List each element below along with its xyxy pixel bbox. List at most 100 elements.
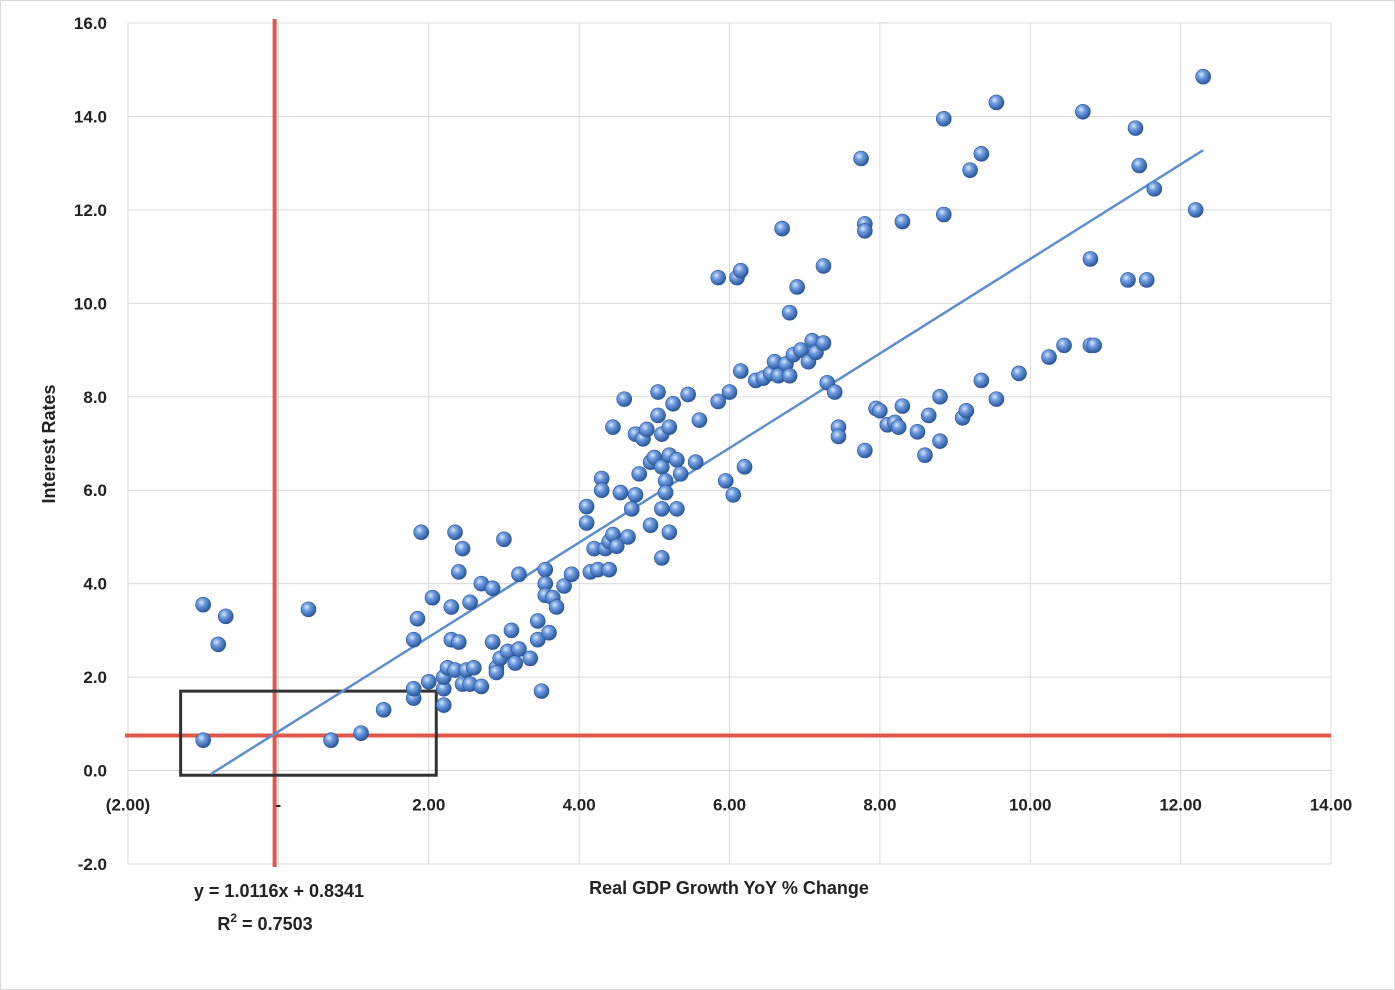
data-point [669, 501, 685, 517]
data-point [962, 162, 978, 178]
tick-labels: (2.00) - 2.00 4.00 6.00 8.00 10.00 12.00 14.00 -2… [74, 14, 1352, 874]
data-point [661, 524, 678, 541]
data-point [1187, 202, 1204, 218]
data-point [435, 697, 452, 713]
data-point [556, 578, 572, 594]
data-point [774, 220, 790, 237]
data-point [443, 599, 460, 615]
y-tick-label: 12.0 [74, 201, 107, 220]
data-point [405, 680, 422, 697]
data-point [781, 367, 798, 384]
x-tick-label: 4.00 [563, 796, 596, 815]
data-point [466, 659, 482, 676]
data-point [563, 566, 580, 583]
data-point [511, 641, 527, 657]
data-point [857, 442, 873, 459]
data-point [605, 419, 621, 435]
data-point [195, 596, 211, 613]
data-point [789, 279, 805, 295]
y-axis-title: Interest Rates [39, 384, 59, 503]
x-tick-label: (2.00) [106, 796, 150, 815]
trendline-equation: y = 1.0116x + 0.8341 [194, 881, 364, 901]
y-tick-label: 6.0 [83, 481, 107, 500]
data-point [872, 402, 888, 419]
data-point [405, 631, 422, 648]
data-point [932, 433, 948, 449]
data-point [541, 624, 557, 641]
y-tick-label: 0.0 [83, 762, 107, 781]
data-point [935, 110, 952, 127]
x-tick-label: 12.00 [1159, 796, 1202, 815]
data-point [894, 213, 911, 230]
data-point [473, 678, 490, 695]
data-point [732, 262, 749, 279]
x-tick-label: 6.00 [713, 796, 746, 815]
y-tick-label: 8.0 [83, 388, 107, 407]
data-point [593, 482, 610, 499]
data-points [195, 68, 1211, 748]
data-point [1138, 272, 1155, 288]
data-point [958, 402, 975, 419]
data-point [210, 636, 227, 653]
trendline-layer [210, 149, 1204, 776]
data-point [496, 531, 512, 548]
data-point [612, 484, 629, 501]
data-point [1011, 365, 1027, 382]
x-tick-label: - [276, 796, 282, 815]
data-point [451, 634, 467, 650]
data-point [654, 550, 670, 566]
data-point [300, 601, 317, 618]
data-point [533, 683, 550, 699]
data-point [353, 725, 369, 741]
data-point [665, 395, 681, 412]
data-point [657, 484, 674, 501]
data-point [424, 589, 441, 606]
data-point [537, 561, 554, 578]
data-point [920, 407, 937, 424]
data-point [1131, 157, 1148, 174]
r-squared-value: = 0.7503 [237, 914, 313, 934]
data-point [503, 622, 520, 639]
data-point [1041, 349, 1057, 365]
data-point [793, 342, 809, 358]
data-point [548, 599, 565, 615]
data-point [650, 407, 666, 424]
data-point [826, 384, 843, 400]
data-point [484, 634, 501, 650]
y-tick-label: 16.0 [74, 14, 107, 33]
highlight-box [179, 689, 438, 777]
data-point [857, 223, 873, 239]
data-point [578, 515, 595, 531]
data-point [451, 564, 467, 580]
data-point [988, 391, 1005, 407]
data-point [511, 566, 527, 583]
data-point [672, 466, 689, 482]
data-point [935, 206, 952, 223]
x-tick-label: 10.00 [1009, 796, 1052, 815]
data-point [909, 424, 926, 440]
data-point [932, 388, 948, 405]
data-point [725, 487, 742, 503]
data-point [1120, 272, 1136, 288]
data-point [650, 384, 666, 400]
data-point [687, 454, 704, 470]
data-point [1082, 251, 1099, 267]
data-point [917, 447, 933, 463]
trendline [210, 149, 1204, 776]
x-tick-label: 8.00 [863, 796, 896, 815]
data-point [815, 258, 832, 274]
r-squared-exponent: 2 [230, 911, 237, 925]
x-axis-title: Real GDP Growth YoY % Change [589, 878, 869, 898]
data-point [578, 498, 595, 515]
x-tick-label: 14.00 [1310, 796, 1353, 815]
x-tick-label: 2.00 [412, 796, 445, 815]
y-tick-label: -2.0 [78, 855, 107, 874]
data-point [195, 732, 211, 748]
reference-lines [125, 19, 1331, 867]
data-point [529, 613, 546, 629]
r-squared-prefix: R [217, 914, 230, 934]
data-point [1056, 337, 1072, 354]
data-point [642, 517, 659, 534]
